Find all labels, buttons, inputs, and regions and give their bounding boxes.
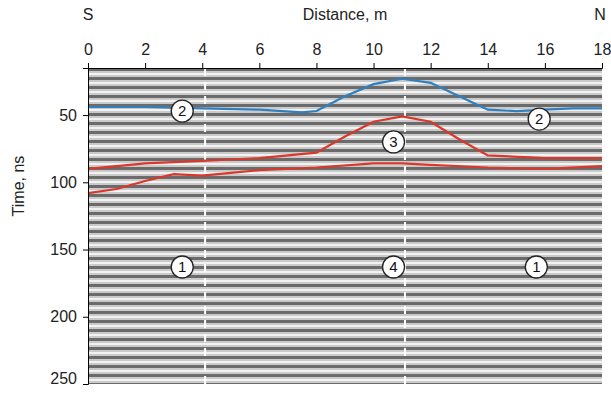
y-tick: 50 (59, 107, 88, 124)
x-tick-mark (88, 63, 89, 68)
y-tick: 100 (50, 174, 88, 191)
y-axis-title: Time, ns (10, 156, 27, 217)
zone-label: 2 (528, 108, 550, 130)
y-tick: 250 (50, 370, 88, 387)
x-tick: 2 (141, 41, 150, 68)
x-axis-title: Distance, m (303, 6, 387, 23)
x-tick-label: 2 (141, 41, 150, 58)
zone-label-text: 1 (178, 258, 186, 275)
x-tick-label: 18 (594, 41, 611, 58)
x-tick: 16 (536, 41, 554, 68)
x-axis: 0 2 4 6 8 10 12 14 16 18 (84, 41, 611, 69)
zone-label-text: 2 (178, 102, 186, 119)
zone-label: 2 (171, 100, 193, 122)
y-tick-label: 200 (50, 308, 77, 325)
zone-label: 1 (525, 256, 547, 278)
plot-content (88, 68, 602, 384)
y-tick-mark (83, 317, 88, 318)
zone-label-circle (171, 256, 193, 278)
zone-label: 1 (171, 256, 193, 278)
x-tick: 14 (479, 41, 497, 68)
x-tick-label: 14 (479, 41, 497, 58)
x-tick: 18 (594, 41, 611, 68)
zone-label: 3 (383, 131, 405, 153)
x-tick: 4 (198, 41, 207, 68)
x-tick-label: 6 (255, 41, 264, 58)
radargram-background (88, 68, 602, 384)
zone-label-text: 4 (389, 258, 397, 275)
profile-marker-line (204, 68, 206, 384)
x-tick-label: 12 (422, 41, 440, 58)
y-tick-mark (83, 115, 88, 116)
y-tick-label: 250 (50, 370, 77, 387)
zone-label-circle (528, 108, 550, 130)
x-tick-label: 10 (365, 41, 383, 58)
zone-label-circle (383, 256, 405, 278)
y-axis: 50 100 150 200 250 (50, 69, 88, 387)
x-tick-mark (431, 63, 432, 68)
x-tick-mark (145, 63, 146, 68)
y-tick-label: 150 (50, 241, 77, 258)
x-tick-label: 16 (536, 41, 554, 58)
y-tick-mark (83, 250, 88, 251)
x-tick-mark (545, 63, 546, 68)
zone-label-circle (383, 131, 405, 153)
x-tick-label: 0 (84, 41, 93, 58)
zone-label-text: 3 (389, 133, 397, 150)
x-tick-mark (316, 63, 317, 68)
y-tick: 200 (50, 308, 88, 325)
y-tick-label: 50 (59, 107, 77, 124)
x-tick: 8 (312, 41, 321, 68)
x-tick-mark (374, 63, 375, 68)
y-axis-line (83, 69, 89, 385)
zone-label-text: 2 (535, 110, 543, 127)
profile-marker-line (404, 68, 406, 384)
y-tick: 150 (50, 241, 88, 258)
x-tick: 0 (84, 41, 93, 68)
direction-label: N (594, 6, 606, 23)
y-tick-mark (83, 384, 88, 385)
direction-label: S (83, 6, 94, 23)
plot: 02468101214161850100150200250112234 (50, 41, 611, 387)
x-axis-line (89, 63, 603, 69)
x-tick-label: 8 (312, 41, 321, 58)
zone-label-circle (525, 256, 547, 278)
zone-label-circle (171, 100, 193, 122)
x-tick-mark (602, 63, 603, 68)
x-tick-mark (259, 63, 260, 68)
x-tick: 10 (365, 41, 383, 68)
horizon-line (88, 116, 602, 168)
horizon-line (88, 163, 602, 193)
x-tick-mark (488, 63, 489, 68)
x-tick-label: 4 (198, 41, 207, 58)
y-tick-mark (83, 182, 88, 183)
y-tick-label: 100 (50, 174, 77, 191)
zone-label: 4 (383, 256, 405, 278)
x-tick-mark (202, 63, 203, 68)
horizon-line (88, 79, 602, 113)
zone-label-text: 1 (532, 258, 540, 275)
x-tick: 6 (255, 41, 264, 68)
x-tick: 12 (422, 41, 440, 68)
chart: 02468101214161850100150200250112234Dista… (0, 0, 611, 396)
